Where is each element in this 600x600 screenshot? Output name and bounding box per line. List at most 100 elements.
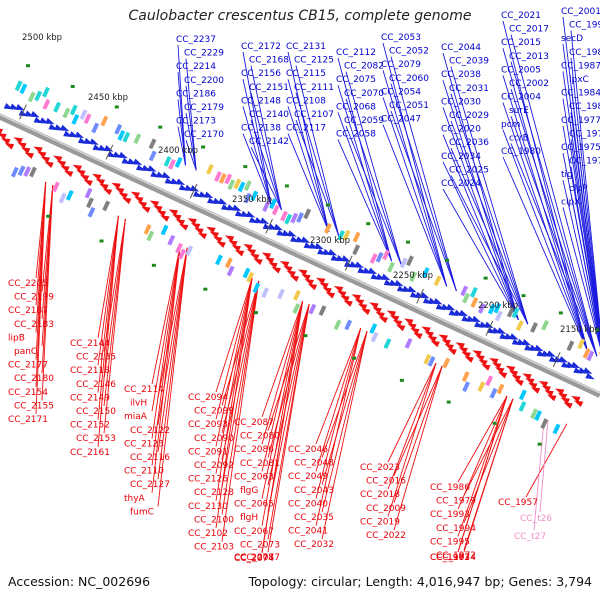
forward-gene-label: CC_2013 <box>509 52 549 62</box>
reverse-gene-arrow <box>438 334 448 342</box>
reverse-gene-label: CC_2040 <box>288 499 328 509</box>
forward-gene-label: CC_2017 <box>509 25 549 35</box>
reverse-gene-label: CC_2155 <box>14 401 54 411</box>
reverse-gene-arrow <box>571 395 581 403</box>
reverse-gene-connector <box>221 280 260 515</box>
reverse-gene-label: CC_2130 <box>188 502 228 512</box>
forward-gene-label: CC_2142 <box>249 137 289 147</box>
forward-gene-label: CC_2068 <box>336 102 376 112</box>
reverse-gene-arrow <box>407 323 417 330</box>
reverse-gene-label: CC_2150 <box>76 407 116 417</box>
feature-block <box>540 418 549 430</box>
reverse-gene-arrow <box>137 201 148 209</box>
feature-block <box>496 383 505 395</box>
feature-block <box>83 113 92 125</box>
feature-block <box>470 297 479 308</box>
feature-block <box>133 133 142 145</box>
forward-gene-label: CC_2034 <box>441 152 481 162</box>
forward-gene-label: CC_2170 <box>184 130 224 140</box>
feature-block <box>375 251 384 263</box>
reverse-gene-connector <box>215 277 253 447</box>
reverse-gene-label: CC_2022 <box>366 531 406 541</box>
feature-block <box>292 303 301 314</box>
forward-gene-arrow <box>509 333 519 340</box>
reverse-gene-arrow <box>410 328 420 335</box>
feature-block <box>530 408 538 420</box>
reverse-gene-connector <box>463 398 514 553</box>
forward-gene-label: CC_2138 <box>241 124 281 134</box>
reverse-gene-arrow <box>378 316 388 324</box>
forward-gene-arrow <box>59 124 70 132</box>
feature-block <box>369 253 378 264</box>
reverse-gene-label: CC_2067 <box>234 527 274 537</box>
reverse-gene-arrow <box>337 290 347 298</box>
forward-gene-label: CC_2186 <box>176 89 216 99</box>
reverse-gene-connector <box>151 244 181 493</box>
forward-gene-label: CC_2156 <box>241 69 281 79</box>
forward-gene-label: CC_1987 <box>561 61 600 71</box>
forward-gene-label: CC_1977 <box>561 116 600 126</box>
reverse-gene-connector <box>315 328 362 526</box>
reverse-gene-connector <box>35 181 47 415</box>
forward-gene-arrow <box>570 361 581 369</box>
reverse-gene-arrow <box>340 295 350 303</box>
feature-block <box>261 287 270 299</box>
forward-gene-arrow <box>341 255 351 262</box>
reverse-gene-label: CC_2019 <box>360 517 400 527</box>
reverse-gene-arrow <box>172 214 182 221</box>
reverse-gene-arrow <box>153 205 163 212</box>
reverse-gene-arrow <box>141 206 151 213</box>
feature-block <box>29 166 37 178</box>
forward-gene-label: CC_2031 <box>449 84 489 94</box>
feature-block <box>337 230 346 241</box>
forward-gene-label: CC_2179 <box>184 103 224 113</box>
reverse-gene-arrow <box>475 354 485 362</box>
reverse-gene-connector <box>157 247 188 398</box>
reverse-gene-label: CC_2110 <box>124 467 164 477</box>
reverse-gene-arrow <box>514 379 524 387</box>
feature-block <box>163 156 172 167</box>
forward-gene-label: CC_2173 <box>176 117 216 127</box>
feature-block <box>477 381 486 393</box>
reverse-gene-arrow <box>461 351 471 359</box>
forward-gene-connector <box>502 129 589 353</box>
forward-gene-arrow <box>484 321 494 329</box>
forward-gene-connector <box>295 119 340 237</box>
rna-gene-label: CC_t27 <box>514 532 546 542</box>
forward-gene-connector <box>502 20 589 352</box>
reverse-gene-connector <box>315 328 362 499</box>
feature-block <box>62 107 71 119</box>
inner-marker <box>203 287 208 291</box>
reverse-gene-label: CC_2046 <box>288 445 328 455</box>
feature-block <box>91 122 100 134</box>
reverse-gene-arrow <box>179 224 189 231</box>
feature-block <box>342 229 351 241</box>
forward-gene-label: CC_1983 <box>569 102 600 112</box>
reverse-gene-arrow <box>289 275 300 282</box>
forward-gene-label: CC_2148 <box>241 96 281 106</box>
forward-gene-arrow <box>218 198 228 205</box>
forward-gene-label: CC_2054 <box>381 87 421 97</box>
inner-marker <box>253 311 258 315</box>
reverse-gene-connector <box>41 185 54 401</box>
reverse-gene-arrow <box>283 265 293 273</box>
feature-block <box>246 271 255 283</box>
feature-block <box>577 338 586 350</box>
reverse-gene-label: CC_2146 <box>76 380 116 390</box>
reverse-gene-connector <box>221 280 260 461</box>
reverse-gene-label: CC_2016 <box>366 477 406 487</box>
reverse-gene-arrow <box>489 357 499 365</box>
forward-gene-connector <box>570 166 600 342</box>
feature-block <box>541 319 549 331</box>
forward-gene-arrow <box>259 217 270 225</box>
forward-gene-label: CC_2107 <box>294 110 334 120</box>
reverse-gene-arrow <box>268 262 278 269</box>
forward-gene-connector <box>502 102 589 353</box>
reverse-gene-arrow <box>464 356 474 363</box>
reverse-gene-arrow <box>168 209 179 216</box>
reverse-gene-arrow <box>118 192 128 200</box>
feature-block <box>382 249 391 261</box>
reverse-gene-arrow <box>33 146 43 153</box>
reverse-gene-arrow <box>527 382 538 390</box>
